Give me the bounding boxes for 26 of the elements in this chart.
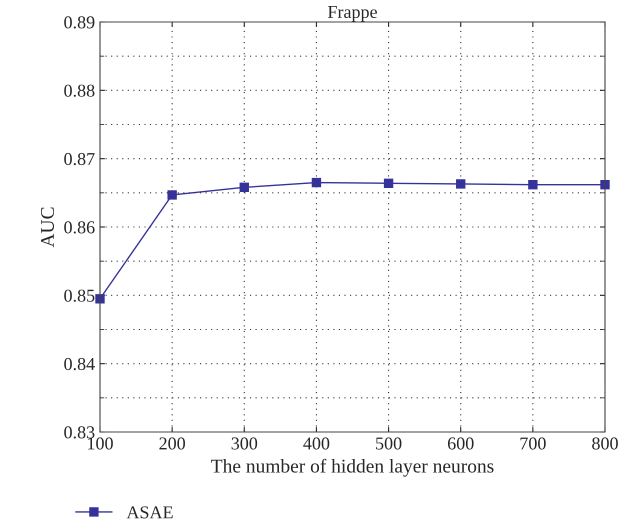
point bbox=[167, 190, 177, 200]
x-tick-label: 800 bbox=[592, 437, 618, 450]
y-tick-label: 0.86 bbox=[64, 221, 95, 234]
legend-label: ASAE bbox=[126, 506, 173, 518]
x-tick-label: 300 bbox=[232, 437, 258, 450]
x-axis-title: The number of hidden layer neurons bbox=[211, 458, 494, 477]
y-axis-title: AUC bbox=[40, 208, 54, 248]
point bbox=[528, 180, 538, 190]
x-tick-label: 600 bbox=[448, 437, 474, 450]
chart-title: Frappe bbox=[328, 6, 377, 22]
x-tick-label: 200 bbox=[159, 437, 185, 450]
y-tick-label: 0.84 bbox=[64, 358, 95, 370]
point bbox=[456, 179, 466, 189]
point bbox=[95, 294, 105, 304]
point bbox=[384, 178, 394, 188]
x-tick-label: 100 bbox=[88, 437, 113, 450]
point bbox=[312, 178, 322, 188]
y-tick-label: 0.87 bbox=[64, 152, 95, 166]
y-tick-label: 0.88 bbox=[64, 84, 94, 97]
y-tick-label: 0.85 bbox=[64, 290, 94, 302]
y-tick-label: 0.89 bbox=[64, 16, 94, 29]
x-tick-label: 400 bbox=[303, 437, 330, 450]
point bbox=[240, 182, 249, 192]
y-tick-label: 0.83 bbox=[64, 426, 94, 439]
x-tick-label: 700 bbox=[520, 437, 546, 450]
x-tick-label: 500 bbox=[376, 437, 402, 450]
